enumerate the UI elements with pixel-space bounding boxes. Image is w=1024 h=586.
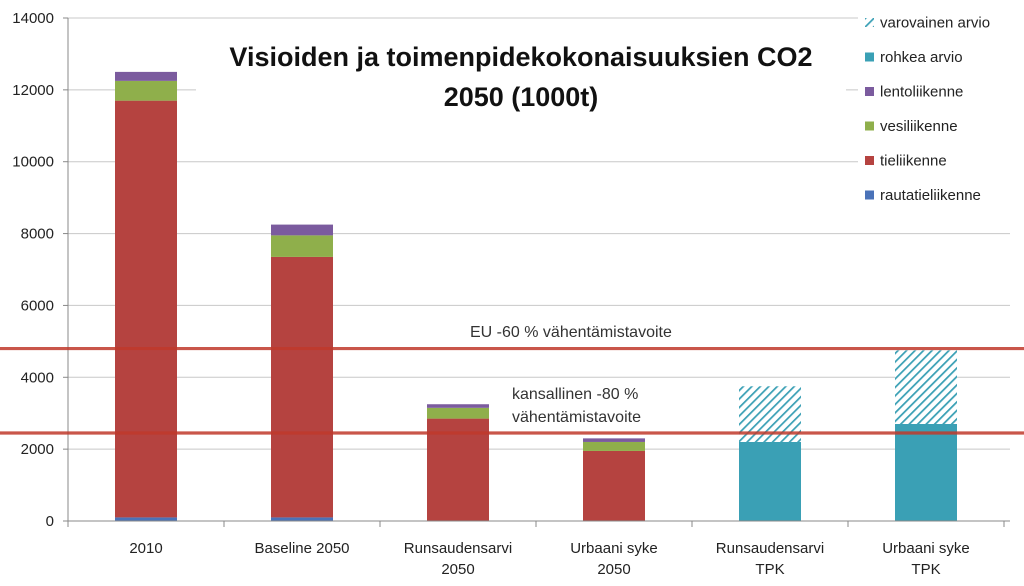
bar-segment-tieliikenne — [115, 100, 177, 518]
legend-swatch — [865, 190, 874, 200]
bars — [115, 71, 957, 521]
y-tick-label: 10000 — [12, 154, 54, 171]
x-tick-label: 2010 — [129, 540, 162, 557]
bar-segment-tieliikenne — [271, 256, 333, 518]
y-tick-label: 4000 — [21, 369, 54, 386]
x-tick-label: TPK — [911, 561, 940, 578]
legend-label: vesiliikenne — [880, 118, 958, 135]
reference-line-label: EU -60 % vähentämistavoite — [470, 324, 672, 341]
y-tick-label: 14000 — [12, 10, 54, 27]
bar-segment-vesiliikenne — [271, 235, 333, 257]
legend-label: lentoliikenne — [880, 84, 963, 101]
bar-segment-lentoliikenne — [115, 71, 177, 81]
x-tick-label: 2050 — [597, 561, 630, 578]
y-tick-label: 6000 — [21, 297, 54, 314]
title-line: Visioiden ja toimenpidekokonaisuuksien C… — [229, 42, 812, 72]
legend-swatch — [865, 18, 874, 27]
x-tick-label: Urbaani syke — [882, 540, 970, 557]
title-line: 2050 (1000t) — [444, 82, 599, 112]
x-tick-label: 2050 — [441, 561, 474, 578]
chart-title: Visioiden ja toimenpidekokonaisuuksien C… — [196, 38, 846, 118]
legend-swatch — [865, 52, 874, 62]
bar-segment-lentoliikenne — [427, 404, 489, 408]
x-tick-label: Baseline 2050 — [254, 540, 349, 557]
bar-segment-lentoliikenne — [271, 224, 333, 236]
y-tick-label: 0 — [46, 513, 54, 530]
bar-segment-varovainen-arvio — [895, 350, 957, 424]
legend-label: varovainen arvio — [880, 15, 990, 32]
axes: 0 2000 4000 6000 8000 10000 12000 14000 2010 Base… — [12, 10, 1010, 578]
legend-label: rohkea arvio — [880, 49, 963, 66]
bar-segment-lentoliikenne — [583, 438, 645, 442]
bar-segment-tieliikenne — [427, 418, 489, 521]
legend-swatch — [865, 121, 874, 131]
bar-segment-vesiliikenne — [115, 80, 177, 101]
x-tick-label: Runsaudensarvi — [404, 540, 512, 557]
y-tick-label: 2000 — [21, 441, 54, 458]
legend-swatch — [865, 156, 874, 165]
bar-segment-rautatieliikenne — [271, 517, 333, 521]
y-tick-label: 12000 — [12, 82, 54, 99]
legend-label: rautatieliikenne — [880, 187, 981, 204]
bar-segment-tieliikenne — [583, 450, 645, 521]
x-tick-label: TPK — [755, 561, 784, 578]
x-tick-label: Urbaani syke — [570, 540, 658, 557]
bar-segment-vesiliikenne — [427, 407, 489, 419]
y-tick-label: 8000 — [21, 226, 54, 243]
reference-line-label: kansallinen -80 % — [512, 386, 638, 403]
bar-segment-rohkea-arvio — [895, 423, 957, 521]
title-backdrop — [196, 38, 846, 118]
bar-segment-rautatieliikenne — [115, 517, 177, 521]
bar-segment-rohkea-arvio — [739, 441, 801, 521]
bar-segment-vesiliikenne — [583, 441, 645, 451]
reference-line-label: vähentämistavoite — [512, 409, 641, 426]
legend-swatch — [865, 87, 874, 96]
legend-backdrop — [858, 8, 1018, 216]
x-tick-label: Runsaudensarvi — [716, 540, 824, 557]
reference-lines: EU -60 % vähentämistavoite kansallinen -8… — [0, 324, 1024, 435]
legend-label: tieliikenne — [880, 153, 947, 170]
legend: varovainen arvio rohkea arvio lentoliikenn… — [858, 8, 1018, 216]
